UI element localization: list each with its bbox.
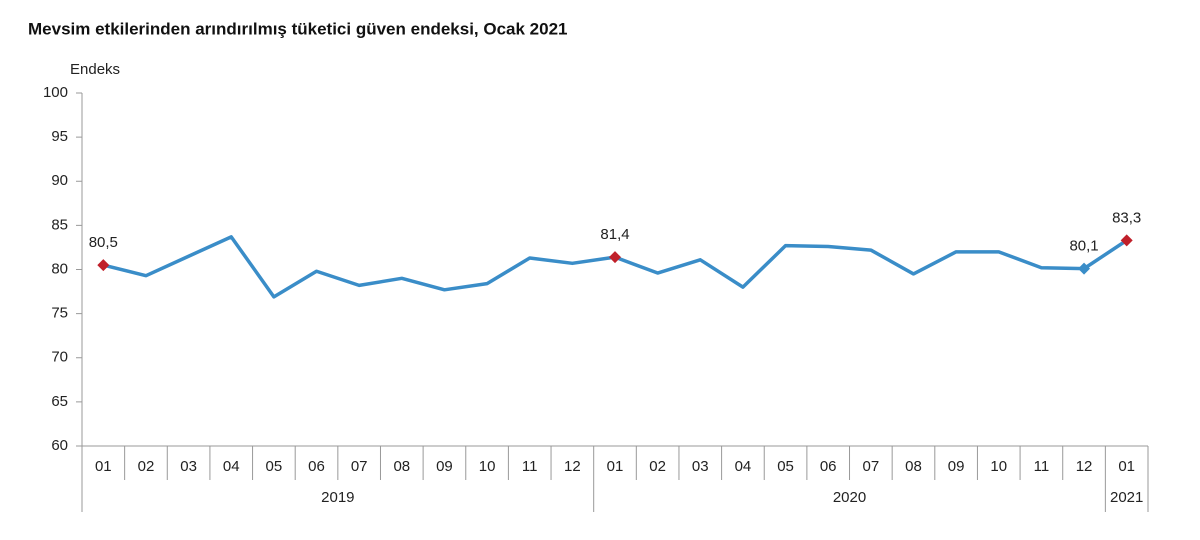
y-axis-label: Endeks — [70, 61, 120, 78]
year-label: 2019 — [321, 489, 354, 506]
x-tick-label: 05 — [266, 458, 283, 475]
x-tick-label: 11 — [1034, 458, 1050, 475]
data-line — [102, 235, 1128, 299]
x-tick-label: 06 — [308, 458, 325, 475]
marker — [1120, 234, 1133, 247]
x-tick-label: 10 — [990, 458, 1007, 475]
y-tick-label: 80 — [51, 260, 68, 277]
year-label: 2020 — [833, 489, 866, 506]
x-tick-label: 11 — [522, 458, 538, 475]
year-label: 2021 — [1110, 489, 1143, 506]
data-label: 80,1 — [1069, 238, 1098, 255]
y-tick-label: 60 — [51, 437, 68, 454]
x-tick-label: 07 — [351, 458, 368, 475]
x-tick-label: 12 — [564, 458, 581, 475]
y-tick-label: 90 — [51, 172, 68, 189]
marker — [609, 251, 621, 264]
x-tick-label: 02 — [138, 458, 155, 475]
chart-title: Mevsim etkilerinden arındırılmış tüketic… — [28, 19, 568, 38]
x-tick-label: 09 — [436, 458, 453, 475]
data-label: 80,5 — [89, 234, 118, 251]
y-tick-label: 100 — [43, 84, 68, 101]
y-tick-label: 70 — [51, 349, 68, 366]
x-tick-label: 03 — [692, 458, 709, 475]
x-tick-label: 01 — [607, 458, 624, 475]
data-label: 81,4 — [600, 226, 629, 243]
x-tick-label: 01 — [95, 458, 112, 475]
data-label: 83,3 — [1112, 209, 1141, 226]
x-tick-label: 10 — [479, 458, 496, 475]
y-tick-label: 95 — [51, 128, 68, 145]
y-tick-label: 65 — [51, 393, 68, 410]
y-tick-label: 85 — [51, 216, 68, 233]
x-tick-label: 01 — [1118, 458, 1135, 475]
y-tick-label: 75 — [51, 305, 68, 322]
x-tick-label: 12 — [1076, 458, 1093, 475]
x-tick-label: 03 — [180, 458, 197, 475]
marker — [1078, 262, 1091, 275]
x-tick-label: 07 — [862, 458, 879, 475]
x-tick-label: 08 — [905, 458, 922, 475]
x-tick-label: 05 — [777, 458, 794, 475]
x-tick-label: 04 — [223, 458, 240, 475]
x-tick-label: 04 — [735, 458, 752, 475]
x-tick-label: 02 — [649, 458, 666, 475]
x-tick-label: 09 — [948, 458, 965, 475]
x-tick-label: 06 — [820, 458, 837, 475]
marker — [97, 259, 110, 272]
x-tick-label: 08 — [393, 458, 410, 475]
